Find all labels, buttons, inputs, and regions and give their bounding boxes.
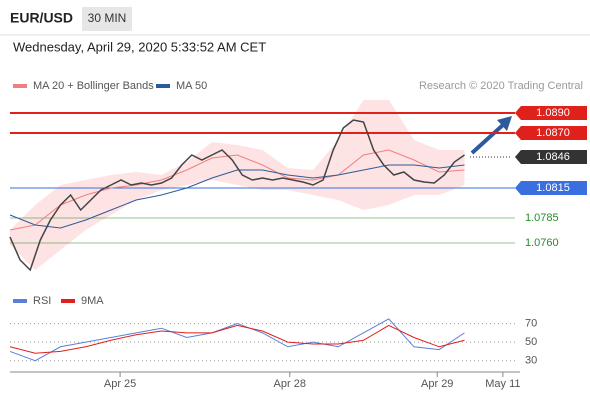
legend-label: RSI <box>33 295 51 307</box>
legend-label: MA 20 + Bollinger Bands <box>33 80 154 92</box>
legend-label: 9MA <box>81 295 104 307</box>
y-tick-label: 30 <box>525 355 537 367</box>
forecast-arrowhead <box>497 116 512 131</box>
x-tick-label: Apr 29 <box>421 378 453 390</box>
y-tick-label: 70 <box>525 317 537 329</box>
x-tick-label: Apr 25 <box>104 378 136 390</box>
legend-label: MA 50 <box>176 80 207 92</box>
y-tick-label: 50 <box>525 336 537 348</box>
symbol: EUR/USD <box>10 10 73 26</box>
level-label: 1.0785 <box>525 212 559 224</box>
level-badge <box>515 150 587 164</box>
level-badge <box>515 126 587 140</box>
timeframe-badge <box>82 7 132 31</box>
x-tick-label: May 11 <box>485 378 520 390</box>
rsi-line <box>9 324 465 354</box>
level-label: 1.0760 <box>525 237 559 249</box>
level-label: 1.0870 <box>536 127 570 139</box>
timestamp: Wednesday, April 29, 2020 5:33:52 AM CET <box>13 39 266 54</box>
bollinger-band <box>10 100 465 270</box>
level-label: 1.0890 <box>536 107 570 119</box>
level-badge <box>515 106 587 120</box>
level-badge <box>515 181 587 195</box>
price-line <box>9 119 465 272</box>
forecast-arrow <box>470 122 506 155</box>
moving-average <box>9 164 465 229</box>
level-label: 1.0846 <box>536 151 570 163</box>
x-tick-label: Apr 28 <box>274 378 306 390</box>
rsi-line <box>9 318 465 362</box>
timeframe: 30 MIN <box>88 11 127 25</box>
credit: Research © 2020 Trading Central <box>419 80 583 92</box>
level-label: 1.0815 <box>536 182 570 194</box>
moving-average <box>9 149 465 231</box>
